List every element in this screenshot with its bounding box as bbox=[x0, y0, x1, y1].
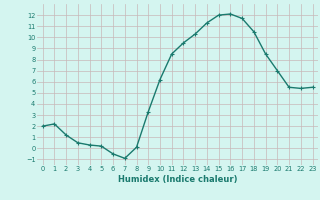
X-axis label: Humidex (Indice chaleur): Humidex (Indice chaleur) bbox=[118, 175, 237, 184]
